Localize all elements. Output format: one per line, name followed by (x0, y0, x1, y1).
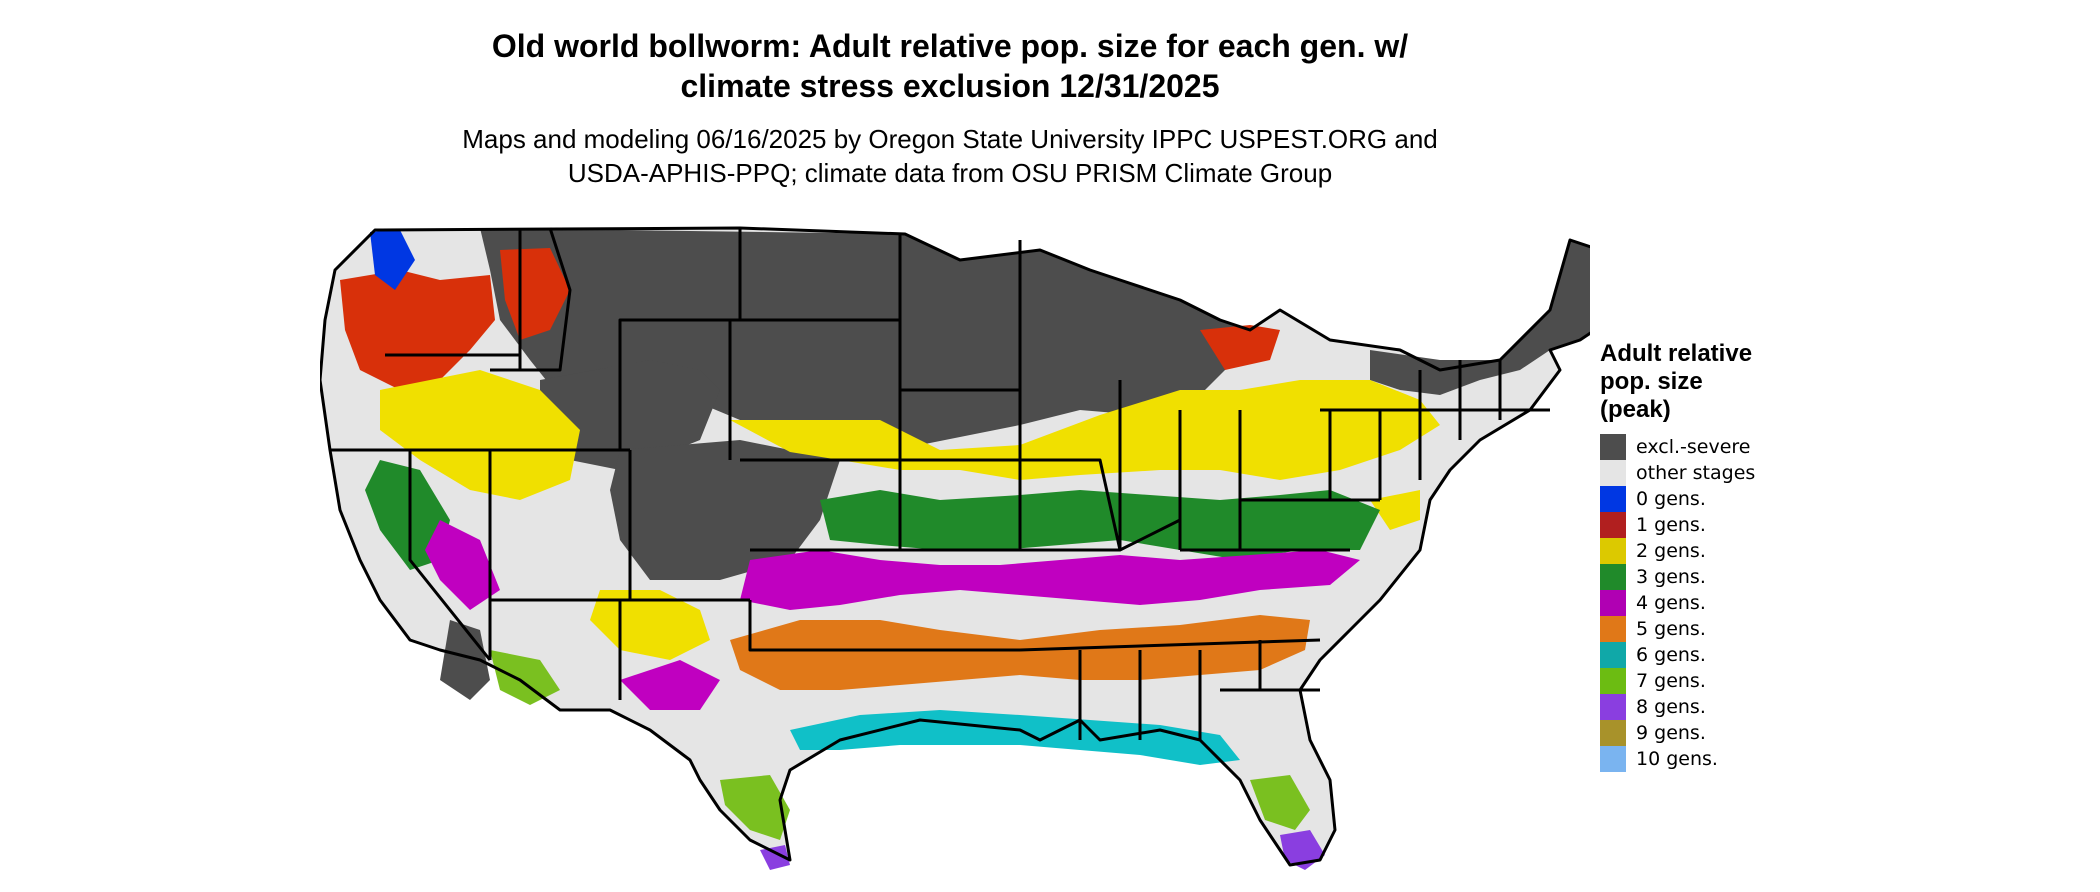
legend-swatch (1600, 538, 1626, 564)
legend-label: 6 gens. (1636, 644, 1706, 666)
legend-swatch (1600, 590, 1626, 616)
legend-swatch (1600, 434, 1626, 460)
legend-title: Adult relative pop. size (peak) (1600, 340, 1860, 424)
excluded-northeast (1370, 240, 1590, 395)
gen7-desert (490, 650, 560, 705)
legend-item: 2 gens. (1600, 538, 1860, 564)
state-border-line (618, 228, 742, 450)
legend-swatch (1600, 720, 1626, 746)
national-border (320, 226, 1590, 867)
legend-label: 3 gens. (1636, 566, 1706, 588)
gen1-pacific-northwest (340, 270, 495, 390)
legend-items: excl.-severe other stages 0 gens. 1 gens. 2 … (1600, 434, 1860, 772)
map-title: Old world bollworm: Adult relative pop. … (0, 26, 1900, 106)
legend-label: 1 gens. (1636, 514, 1706, 536)
legend-label: 2 gens. (1636, 540, 1706, 562)
legend-item: 1 gens. (1600, 512, 1860, 538)
map-subtitle-line-1: Maps and modeling 06/16/2025 by Oregon S… (462, 124, 1438, 154)
legend-swatch (1600, 486, 1626, 512)
legend-item: 8 gens. (1600, 694, 1860, 720)
excluded-colorado (610, 440, 840, 580)
gen8-texas-tip (760, 845, 790, 870)
legend-label: 10 gens. (1636, 748, 1718, 770)
gen1-idaho (500, 248, 570, 340)
gen4-band (740, 550, 1360, 610)
state-border-line (1019, 638, 1321, 652)
gen2-mid-atlantic (1370, 490, 1420, 530)
legend-swatch (1600, 668, 1626, 694)
legend-item: 10 gens. (1600, 746, 1860, 772)
excluded-north (480, 228, 1250, 460)
state-border-line (490, 227, 572, 372)
gen2-northern-band (730, 380, 1440, 480)
gen7-south-texas (720, 775, 790, 840)
legend-label: 7 gens. (1636, 670, 1706, 692)
legend-item: 0 gens. (1600, 486, 1860, 512)
gen5-band (730, 615, 1310, 690)
gen1-michigan (1200, 325, 1280, 370)
legend-label: 4 gens. (1636, 592, 1706, 614)
legend-swatch (1600, 512, 1626, 538)
legend-title-line-3: (peak) (1600, 396, 1671, 423)
state-borders (320, 226, 1590, 867)
legend-swatch (1600, 642, 1626, 668)
legend-item: 9 gens. (1600, 720, 1860, 746)
legend-item: 7 gens. (1600, 668, 1860, 694)
state-border-line (408, 450, 492, 661)
excluded-sierra (440, 620, 490, 700)
legend-swatch (1600, 694, 1626, 720)
legend-swatch (1600, 616, 1626, 642)
gen4-southern-california (425, 520, 500, 610)
legend-item: 6 gens. (1600, 642, 1860, 668)
legend-swatch (1600, 564, 1626, 590)
generation-regions (320, 228, 1590, 870)
map-title-line-1: Old world bollworm: Adult relative pop. … (491, 28, 1409, 64)
excluded-utah (540, 360, 720, 470)
legend-label: other stages (1636, 462, 1756, 484)
gen7-florida (1250, 775, 1310, 830)
legend-item: 4 gens. (1600, 590, 1860, 616)
legend-title-line-1: Adult relative (1600, 340, 1753, 367)
map-subtitle-line-2: USDA-APHIS-PPQ; climate data from OSU PR… (567, 158, 1333, 188)
legend-label: 9 gens. (1636, 722, 1706, 744)
legend-label: 8 gens. (1636, 696, 1706, 718)
legend-label: 0 gens. (1636, 488, 1706, 510)
legend-swatch (1600, 746, 1626, 772)
legend-title-line-2: pop. size (1600, 368, 1703, 395)
gen4-southern-arizona (620, 660, 720, 710)
us-map (320, 226, 1590, 870)
gen0-cascades (370, 230, 415, 290)
legend-item: 3 gens. (1600, 564, 1860, 590)
legend: Adult relative pop. size (peak) excl.-se… (1600, 340, 1860, 772)
legend-item: other stages (1600, 460, 1860, 486)
legend-item: excl.-severe (1600, 434, 1860, 460)
map-subtitle: Maps and modeling 06/16/2025 by Oregon S… (0, 122, 1900, 190)
legend-label: excl.-severe (1636, 436, 1751, 458)
map-title-line-2: climate stress exclusion 12/31/2025 (680, 68, 1220, 104)
legend-swatch (1600, 460, 1626, 486)
state-border-line (748, 600, 1020, 652)
gen2-great-basin (380, 370, 580, 500)
legend-item: 5 gens. (1600, 616, 1860, 642)
state-border-line (1020, 458, 1122, 551)
legend-label: 5 gens. (1636, 618, 1706, 640)
